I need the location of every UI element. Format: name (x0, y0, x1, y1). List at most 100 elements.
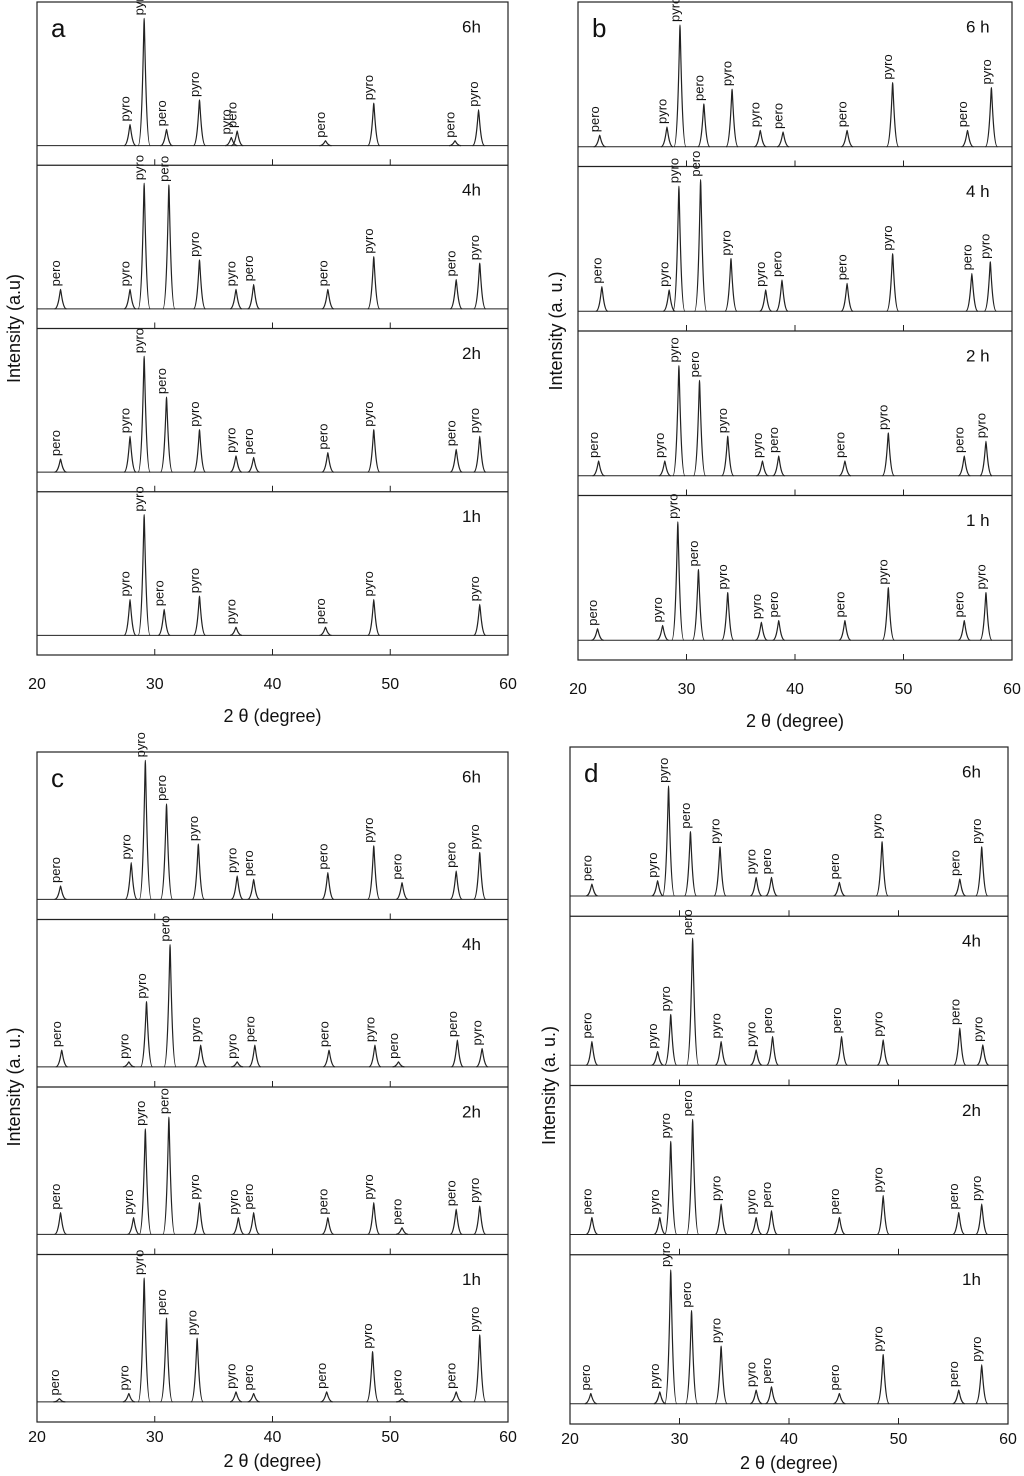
diffraction-peak (449, 1208, 463, 1235)
diffraction-peak (54, 458, 67, 473)
diffraction-peak (662, 289, 676, 312)
diffraction-peak (192, 429, 207, 473)
diffraction-peak (247, 283, 261, 310)
peak-label: pyro (750, 433, 765, 458)
peak-label: pyro (223, 599, 238, 624)
peak-label: pyro (645, 1023, 660, 1048)
time-label: 4h (462, 935, 481, 954)
peak-label: pyro (647, 1189, 662, 1214)
diffraction-peak (127, 1217, 140, 1235)
peak-label: pyro (467, 1178, 482, 1203)
diffraction-peak (713, 846, 727, 897)
peak-label: pyro (666, 158, 681, 183)
time-label: 6h (962, 762, 981, 781)
time-label: 1h (962, 1270, 981, 1289)
diffraction-peak (137, 182, 151, 310)
diffraction-peak (838, 460, 852, 477)
diffraction-peak (54, 885, 67, 900)
diffraction-peak (840, 282, 854, 312)
diffraction-peak (473, 1205, 487, 1235)
peak-label: pyro (657, 262, 672, 287)
diffraction-peak (979, 591, 993, 641)
diffraction-peak (886, 253, 900, 312)
peak-label: pero (315, 1189, 330, 1215)
diffraction-peak (976, 1044, 990, 1066)
peak-label: pero (769, 251, 784, 277)
peak-label: pyro (665, 494, 680, 519)
diffraction-peak (651, 880, 664, 897)
time-label: 4h (962, 932, 981, 951)
peak-label: pyro (744, 1022, 759, 1047)
diffraction-peak (321, 451, 335, 473)
peak-label: pero (315, 260, 330, 286)
peak-label: pyro (116, 1365, 131, 1390)
peak-label: pero (241, 850, 256, 876)
peak-label: pyro (880, 225, 895, 250)
diffraction-peak (714, 1203, 728, 1236)
diffraction-peak (653, 1391, 666, 1405)
peak-label: pyro (223, 261, 238, 286)
diffraction-peak (721, 591, 735, 641)
diffraction-peak (656, 624, 669, 641)
peak-label: pyro (749, 594, 764, 619)
x-tick-label: 60 (999, 1431, 1017, 1448)
diffraction-peak (232, 1217, 245, 1235)
peak-label: pyro (709, 1176, 724, 1201)
diffraction-peak (714, 1345, 728, 1405)
diffraction-peak (749, 1389, 763, 1405)
peak-label: pyro (467, 1307, 482, 1332)
diffraction-peak (686, 937, 700, 1066)
diffraction-peak (122, 1392, 135, 1403)
diffraction-peak (449, 870, 463, 900)
diffraction-peak (952, 1211, 966, 1236)
diffraction-peak (585, 1216, 599, 1236)
peak-label: pero (48, 260, 63, 286)
peak-label: pyro (187, 232, 202, 257)
peak-label: pero (316, 1021, 331, 1047)
peak-label: pero (760, 1007, 775, 1033)
peak-label: pyro (720, 61, 735, 86)
peak-label: pero (691, 75, 706, 101)
peak-label: pero (687, 351, 702, 377)
diffraction-peak (157, 608, 171, 637)
diffraction-peak (367, 1201, 381, 1235)
diffraction-peak (692, 379, 707, 477)
peak-label: pero (241, 1184, 256, 1210)
peak-label: pero (579, 855, 594, 881)
peak-label: pyro (133, 732, 148, 757)
diffraction-peak (876, 1354, 890, 1405)
peak-label: pyro (715, 408, 730, 433)
time-label: 1h (462, 1270, 481, 1289)
peak-label: pero (827, 1365, 842, 1391)
diffraction-peak (160, 128, 173, 147)
diffraction-peak (247, 456, 260, 473)
diffraction-peak (749, 876, 763, 897)
peak-label: pero (586, 432, 601, 458)
diffraction-peak (229, 626, 243, 637)
peak-label: pyro (225, 1034, 240, 1059)
diffraction-peak (247, 878, 260, 900)
peak-label: pero (578, 1365, 593, 1391)
peak-label: pyro (876, 559, 891, 584)
diffraction-peak (159, 1317, 174, 1403)
x-tick-label: 60 (499, 676, 517, 693)
peak-label: pyro (979, 59, 994, 84)
diffraction-peak (979, 440, 993, 477)
x-tick-label: 40 (786, 681, 804, 698)
peak-label: pero (952, 591, 967, 617)
peak-label: pyro (973, 564, 988, 589)
diffraction-peak (756, 460, 769, 477)
peak-label: pero (585, 600, 600, 626)
diffraction-peak (714, 1040, 728, 1066)
peak-label: pero (759, 1182, 774, 1208)
peak-label: pero (154, 775, 169, 801)
diffraction-peak (694, 179, 708, 312)
diffraction-peak (162, 184, 176, 310)
diffraction-peak (449, 278, 463, 310)
peak-label: pero (835, 254, 850, 280)
diffraction-peak (192, 595, 207, 637)
time-label: 4h (462, 181, 481, 200)
peak-label: pero (766, 591, 781, 617)
peak-label: pyro (748, 102, 763, 127)
